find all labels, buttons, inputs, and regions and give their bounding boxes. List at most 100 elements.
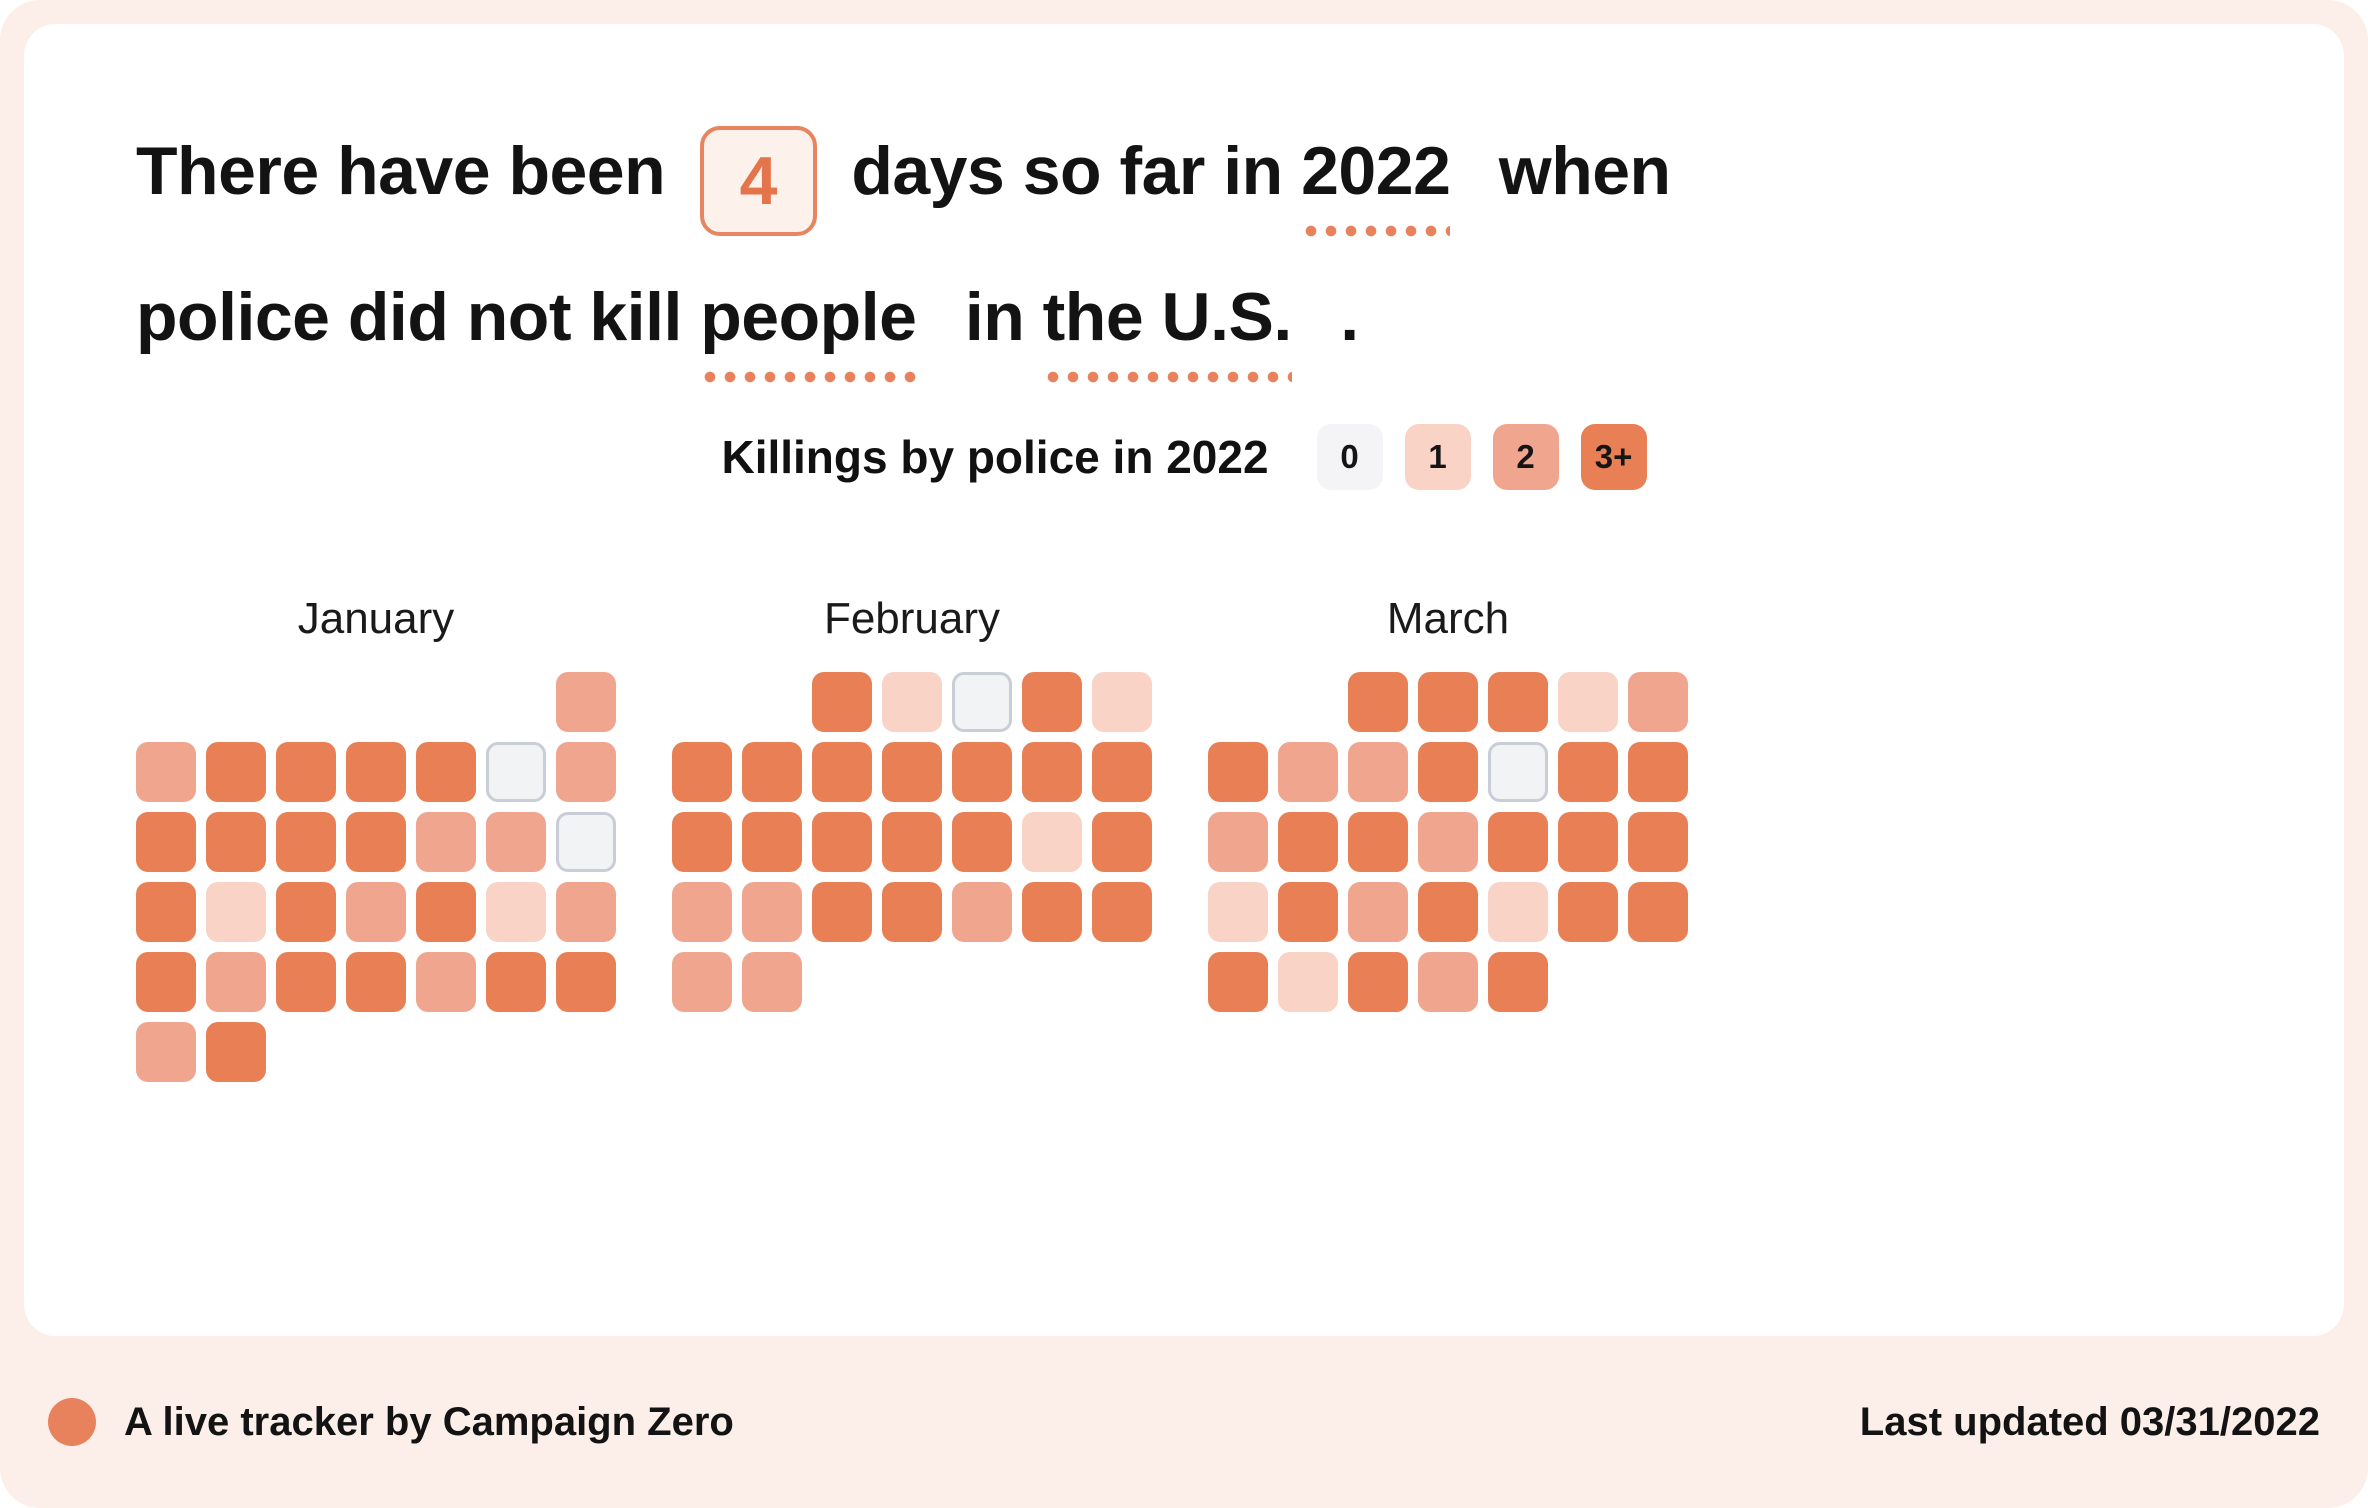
headline-count-box: 4: [699, 126, 817, 237]
day-cell-march-5[interactable]: [1628, 672, 1688, 733]
day-cell-january-6[interactable]: [416, 742, 476, 803]
legend: Killings by police in 2022 0 1 2 3+: [24, 424, 2344, 491]
day-cell-february-24[interactable]: [952, 882, 1012, 943]
footer-credit: A live tracker by Campaign Zero: [124, 1399, 734, 1444]
day-cell-january-8[interactable]: [556, 742, 616, 803]
day-cell-february-2[interactable]: [882, 672, 942, 733]
month-title: February: [823, 594, 1001, 644]
day-cell-february-16[interactable]: [882, 812, 942, 873]
day-cell-february-18[interactable]: [1022, 812, 1082, 873]
day-cell-march-20[interactable]: [1208, 882, 1268, 943]
day-cell-march-30[interactable]: [1418, 952, 1478, 1013]
day-cell-march-2[interactable]: [1418, 672, 1478, 733]
day-cell-february-3[interactable]: [952, 672, 1012, 733]
day-cell-march-12[interactable]: [1628, 742, 1688, 803]
place-dropdown[interactable]: the U.S.: [1042, 279, 1292, 384]
day-cell-january-10[interactable]: [206, 812, 266, 873]
day-cell-march-9[interactable]: [1418, 742, 1478, 803]
day-cell-february-17[interactable]: [952, 812, 1012, 873]
day-cell-march-25[interactable]: [1558, 882, 1618, 943]
day-cell-march-26[interactable]: [1628, 882, 1688, 943]
day-cell-march-11[interactable]: [1558, 742, 1618, 803]
day-cell-february-13[interactable]: [672, 812, 732, 873]
day-cell-march-10[interactable]: [1488, 742, 1548, 803]
subject-dropdown[interactable]: people: [700, 279, 917, 384]
day-cell-february-22[interactable]: [812, 882, 872, 943]
day-cell-march-22[interactable]: [1348, 882, 1408, 943]
day-cell-january-27[interactable]: [416, 952, 476, 1013]
day-cell-february-9[interactable]: [882, 742, 942, 803]
day-cell-january-22[interactable]: [556, 882, 616, 943]
day-cell-february-21[interactable]: [742, 882, 802, 943]
day-cell-march-1[interactable]: [1348, 672, 1408, 733]
day-cell-march-24[interactable]: [1488, 882, 1548, 943]
day-cell-february-25[interactable]: [1022, 882, 1082, 943]
day-cell-march-27[interactable]: [1208, 952, 1268, 1013]
day-cell-march-18[interactable]: [1558, 812, 1618, 873]
day-cell-february-7[interactable]: [742, 742, 802, 803]
day-cell-january-4[interactable]: [276, 742, 336, 803]
day-cell-march-16[interactable]: [1418, 812, 1478, 873]
day-cell-march-19[interactable]: [1628, 812, 1688, 873]
day-cell-march-31[interactable]: [1488, 952, 1548, 1013]
day-cell-february-12[interactable]: [1092, 742, 1152, 803]
day-cell-february-4[interactable]: [1022, 672, 1082, 733]
day-cell-january-21[interactable]: [486, 882, 546, 943]
day-cell-january-31[interactable]: [206, 1022, 266, 1083]
day-cell-march-23[interactable]: [1418, 882, 1478, 943]
day-cell-february-23[interactable]: [882, 882, 942, 943]
day-cell-february-6[interactable]: [672, 742, 732, 803]
day-cell-january-7[interactable]: [486, 742, 546, 803]
day-cell-january-11[interactable]: [276, 812, 336, 873]
day-cell-january-16[interactable]: [136, 882, 196, 943]
day-cell-february-8[interactable]: [812, 742, 872, 803]
day-cell-march-3[interactable]: [1488, 672, 1548, 733]
day-cell-february-15[interactable]: [812, 812, 872, 873]
day-cell-march-29[interactable]: [1348, 952, 1408, 1013]
day-cell-march-14[interactable]: [1278, 812, 1338, 873]
day-cell-february-27[interactable]: [672, 952, 732, 1013]
day-cell-march-28[interactable]: [1278, 952, 1338, 1013]
day-cell-january-19[interactable]: [346, 882, 406, 943]
month-title: January: [297, 594, 455, 644]
content-card: There have been 4 days so far in 2022 wh…: [24, 24, 2344, 1336]
day-cell-february-1[interactable]: [812, 672, 872, 733]
day-cell-january-17[interactable]: [206, 882, 266, 943]
day-cell-january-1[interactable]: [556, 672, 616, 733]
headline-text-4: police did not kill: [136, 279, 682, 356]
day-cell-january-5[interactable]: [346, 742, 406, 803]
day-cell-january-30[interactable]: [136, 1022, 196, 1083]
day-cell-january-25[interactable]: [276, 952, 336, 1013]
day-cell-february-5[interactable]: [1092, 672, 1152, 733]
day-cell-january-28[interactable]: [486, 952, 546, 1013]
day-cell-march-8[interactable]: [1348, 742, 1408, 803]
day-cell-march-15[interactable]: [1348, 812, 1408, 873]
day-cell-february-20[interactable]: [672, 882, 732, 943]
day-cell-february-10[interactable]: [952, 742, 1012, 803]
day-cell-january-23[interactable]: [136, 952, 196, 1013]
day-cell-january-14[interactable]: [486, 812, 546, 873]
day-cell-january-3[interactable]: [206, 742, 266, 803]
year-dropdown[interactable]: 2022: [1301, 133, 1451, 237]
day-cell-march-17[interactable]: [1488, 812, 1548, 873]
day-cell-january-29[interactable]: [556, 952, 616, 1013]
day-cell-january-13[interactable]: [416, 812, 476, 873]
day-cell-march-7[interactable]: [1278, 742, 1338, 803]
day-cell-january-18[interactable]: [276, 882, 336, 943]
day-cell-february-26[interactable]: [1092, 882, 1152, 943]
day-cell-february-14[interactable]: [742, 812, 802, 873]
day-cell-march-13[interactable]: [1208, 812, 1268, 873]
day-cell-january-26[interactable]: [346, 952, 406, 1013]
day-cell-february-28[interactable]: [742, 952, 802, 1013]
day-cell-january-2[interactable]: [136, 742, 196, 803]
day-cell-january-12[interactable]: [346, 812, 406, 873]
day-cell-march-4[interactable]: [1558, 672, 1618, 733]
day-cell-february-11[interactable]: [1022, 742, 1082, 803]
day-cell-march-6[interactable]: [1208, 742, 1268, 803]
day-cell-january-20[interactable]: [416, 882, 476, 943]
day-cell-january-9[interactable]: [136, 812, 196, 873]
day-cell-january-15[interactable]: [556, 812, 616, 873]
day-cell-january-24[interactable]: [206, 952, 266, 1013]
day-cell-february-19[interactable]: [1092, 812, 1152, 873]
day-cell-march-21[interactable]: [1278, 882, 1338, 943]
